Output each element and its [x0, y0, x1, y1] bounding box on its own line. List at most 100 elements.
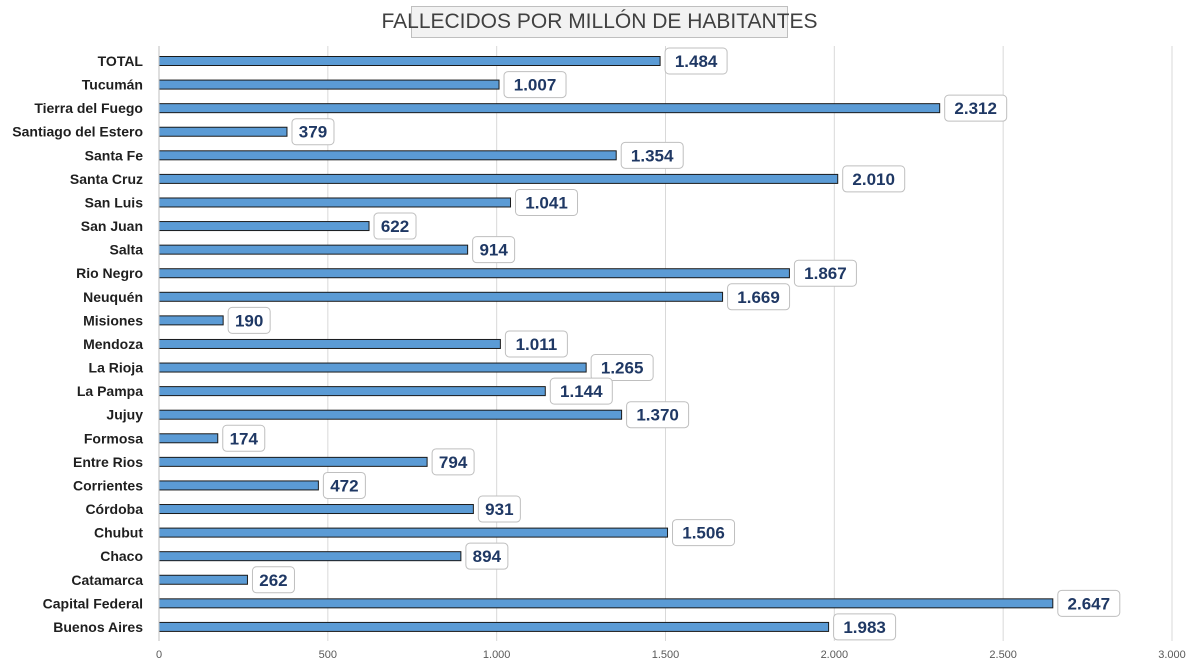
data-label-box	[664, 47, 728, 75]
data-label-box	[227, 306, 271, 334]
data-label-box	[672, 519, 736, 547]
bar	[158, 386, 546, 397]
bar	[158, 268, 790, 279]
data-label-box	[251, 566, 295, 594]
category-label: Mendoza	[83, 336, 143, 352]
data-label: 931	[485, 500, 513, 519]
bar	[158, 598, 1054, 609]
data-label: 379	[299, 123, 327, 142]
data-label-box	[793, 259, 857, 287]
category-label: Chubut	[94, 525, 143, 541]
data-label-box	[477, 495, 521, 523]
data-label-box	[291, 118, 335, 146]
data-label: 914	[479, 241, 508, 260]
data-label: 1.354	[631, 146, 674, 165]
category-label: Santiago del Estero	[12, 124, 143, 140]
category-label: San Juan	[81, 218, 143, 234]
data-label: 622	[381, 217, 409, 236]
bar	[158, 433, 219, 444]
data-label-box	[590, 354, 654, 382]
bar	[158, 338, 501, 349]
x-tick-label: 0	[156, 649, 162, 661]
bar	[158, 480, 319, 491]
category-label: Santa Fe	[85, 147, 144, 163]
data-label-box	[727, 283, 791, 311]
data-label-box	[373, 212, 417, 240]
data-label: 2.647	[1068, 594, 1111, 613]
category-label: Chaco	[100, 548, 143, 564]
data-label: 190	[235, 311, 263, 330]
category-label: Formosa	[84, 430, 143, 446]
chart-title: FALLECIDOS POR MILLÓN DE HABITANTES	[381, 6, 818, 38]
category-label: Buenos Aires	[53, 619, 143, 635]
category-label: Santa Cruz	[70, 171, 143, 187]
bar	[158, 621, 830, 632]
bar	[158, 456, 428, 467]
data-label-box	[472, 236, 516, 264]
bar	[158, 244, 469, 255]
bar	[158, 362, 587, 373]
bar	[158, 221, 370, 232]
data-label: 1.011	[516, 335, 558, 354]
category-label: Corrientes	[73, 477, 143, 493]
data-label: 1.506	[682, 524, 725, 543]
category-label: Misiones	[83, 312, 143, 328]
data-label: 1.144	[560, 382, 603, 401]
category-label: Capital Federal	[43, 595, 143, 611]
data-label: 1.370	[636, 406, 679, 425]
bar	[158, 291, 724, 302]
data-label: 1.041	[525, 193, 568, 212]
data-label: 2.312	[954, 99, 997, 118]
bar	[158, 527, 669, 538]
bar	[158, 504, 474, 515]
data-label: 2.010	[852, 170, 895, 189]
bar	[158, 197, 512, 208]
data-label: 1.265	[601, 359, 644, 378]
category-label: Tierra del Fuego	[34, 100, 143, 116]
data-label-box	[549, 377, 613, 405]
category-label: Entre Rios	[73, 454, 143, 470]
category-label: Neuquén	[83, 289, 143, 305]
category-label: TOTAL	[98, 53, 144, 69]
category-label: Rio Negro	[76, 265, 143, 281]
x-tick-label: 2.000	[821, 649, 849, 661]
data-label: 794	[439, 453, 468, 472]
x-tick-label: 1.500	[652, 649, 680, 661]
data-label-box	[503, 71, 567, 99]
data-label-box	[944, 94, 1008, 122]
data-label-box	[842, 165, 906, 193]
x-tick-label: 2.500	[989, 649, 1017, 661]
bar	[158, 315, 224, 326]
category-label: San Luis	[85, 194, 144, 210]
data-label: 1.484	[675, 52, 718, 71]
data-label: 1.007	[514, 76, 557, 95]
data-label-box	[1057, 589, 1121, 617]
data-label-box	[222, 424, 266, 452]
bar	[158, 126, 288, 137]
category-label: Tucumán	[82, 77, 143, 93]
bar	[158, 409, 623, 420]
bar	[158, 79, 500, 90]
x-tick-label: 1.000	[483, 649, 511, 661]
data-label-box	[465, 542, 509, 570]
bar	[158, 551, 462, 562]
bar	[158, 574, 248, 585]
category-label: Jujuy	[106, 407, 143, 423]
data-label-box	[431, 448, 475, 476]
data-label: 1.983	[843, 618, 886, 637]
data-label-box	[515, 188, 579, 216]
data-label: 1.867	[804, 264, 847, 283]
category-label: Catamarca	[71, 572, 143, 588]
data-label-box	[833, 613, 897, 641]
data-label-box	[626, 401, 690, 429]
bar	[158, 150, 617, 161]
x-tick-label: 500	[319, 649, 337, 661]
data-label-box	[620, 141, 684, 169]
x-tick-label: 3.000	[1158, 649, 1186, 661]
category-label: Salta	[110, 242, 144, 258]
bar	[158, 56, 661, 66]
category-label: Córdoba	[85, 501, 143, 517]
data-label-box	[504, 330, 568, 358]
